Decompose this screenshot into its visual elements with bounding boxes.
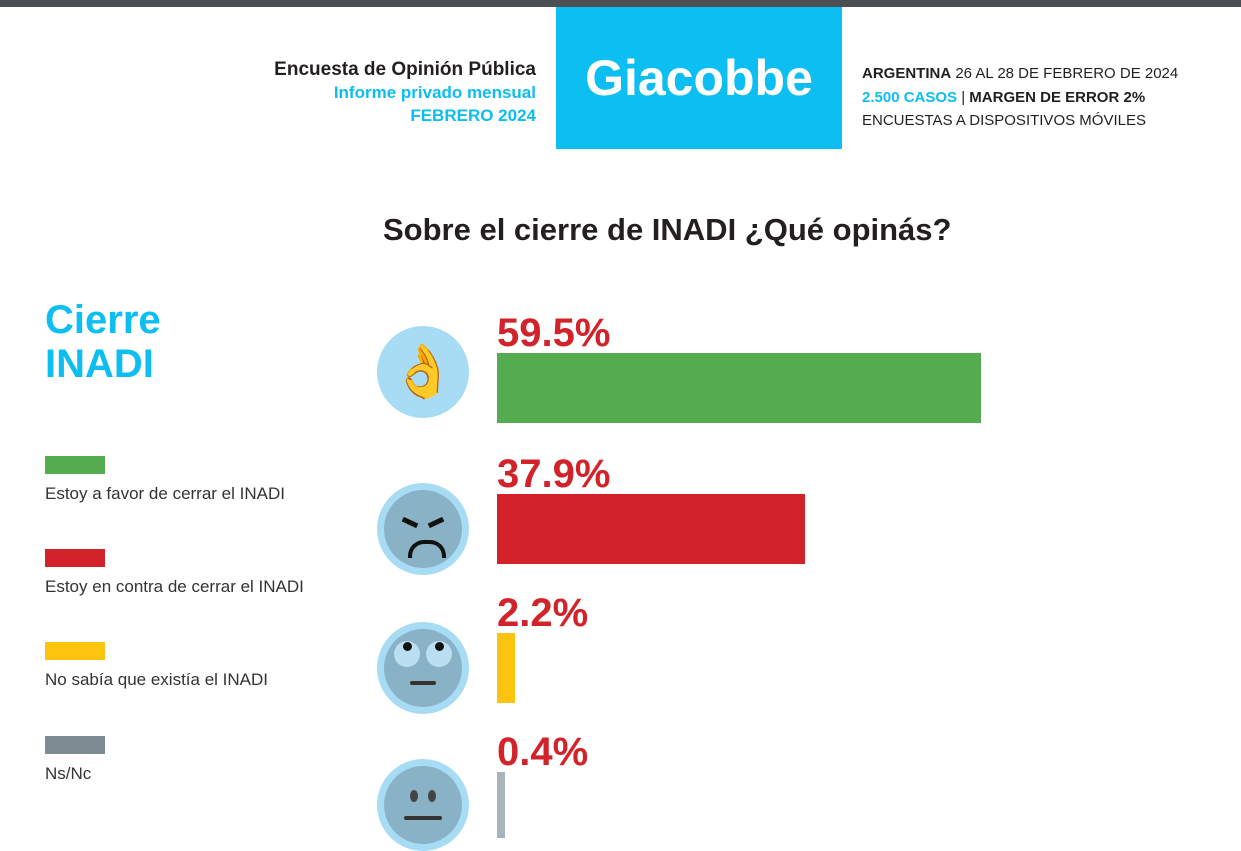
header-left: Encuesta de Opinión Pública Informe priv…: [274, 58, 536, 127]
bar: [497, 772, 505, 838]
survey-date: FEBRERO 2024: [410, 106, 536, 125]
side-title-line2: INADI: [45, 342, 154, 386]
legend-item: No sabía que existía el INADI: [45, 642, 325, 691]
giacobbe-logo: Giacobbe: [556, 7, 842, 149]
data-label: 37.9%: [497, 452, 611, 496]
cases: 2.500 CASOS: [862, 88, 958, 106]
top-bar: [0, 0, 1241, 7]
field-dates: 26 AL 28 DE FEBRERO DE 2024: [955, 65, 1179, 82]
method: ENCUESTAS A DISPOSITIVOS MÓVILES: [862, 112, 1146, 129]
survey-title: Encuesta de Opinión Pública: [274, 59, 536, 80]
separator: |: [961, 88, 966, 106]
data-label: 59.5%: [497, 311, 611, 355]
bar: [497, 353, 981, 423]
bar: [497, 494, 806, 564]
chart-title: Sobre el cierre de INADI ¿Qué opinás?: [383, 212, 952, 247]
legend-label: No sabía que existía el INADI: [45, 670, 269, 689]
data-label: 2.2%: [497, 591, 589, 635]
legend-item: Estoy en contra de cerrar el INADI: [45, 549, 325, 598]
angry-face-icon: [377, 483, 469, 575]
survey-subtitle: Informe privado mensual: [333, 83, 536, 102]
data-label: 0.4%: [497, 730, 589, 774]
legend-label: Estoy en contra de cerrar el INADI: [45, 577, 304, 596]
neutral-face-icon: [377, 759, 469, 851]
legend-item: Ns/Nc: [45, 736, 325, 785]
header-right: ARGENTINA 26 AL 28 DE FEBRERO DE 2024 2.…: [862, 62, 1178, 133]
legend-swatch: [45, 736, 105, 754]
side-title-line1: Cierre: [45, 298, 161, 342]
legend-swatch: [45, 456, 105, 474]
eye-roll-face-icon: [377, 622, 469, 714]
ok-hand-icon: 👌: [377, 326, 469, 418]
side-title: Cierre INADI: [45, 298, 161, 386]
bar: [497, 633, 515, 703]
country: ARGENTINA: [862, 65, 952, 82]
legend-swatch: [45, 642, 105, 660]
error-margin: MARGEN DE ERROR 2%: [969, 88, 1146, 106]
legend-label: Ns/Nc: [45, 764, 92, 783]
legend-item: Estoy a favor de cerrar el INADI: [45, 456, 325, 505]
legend-label: Estoy a favor de cerrar el INADI: [45, 484, 285, 503]
legend-swatch: [45, 549, 105, 567]
